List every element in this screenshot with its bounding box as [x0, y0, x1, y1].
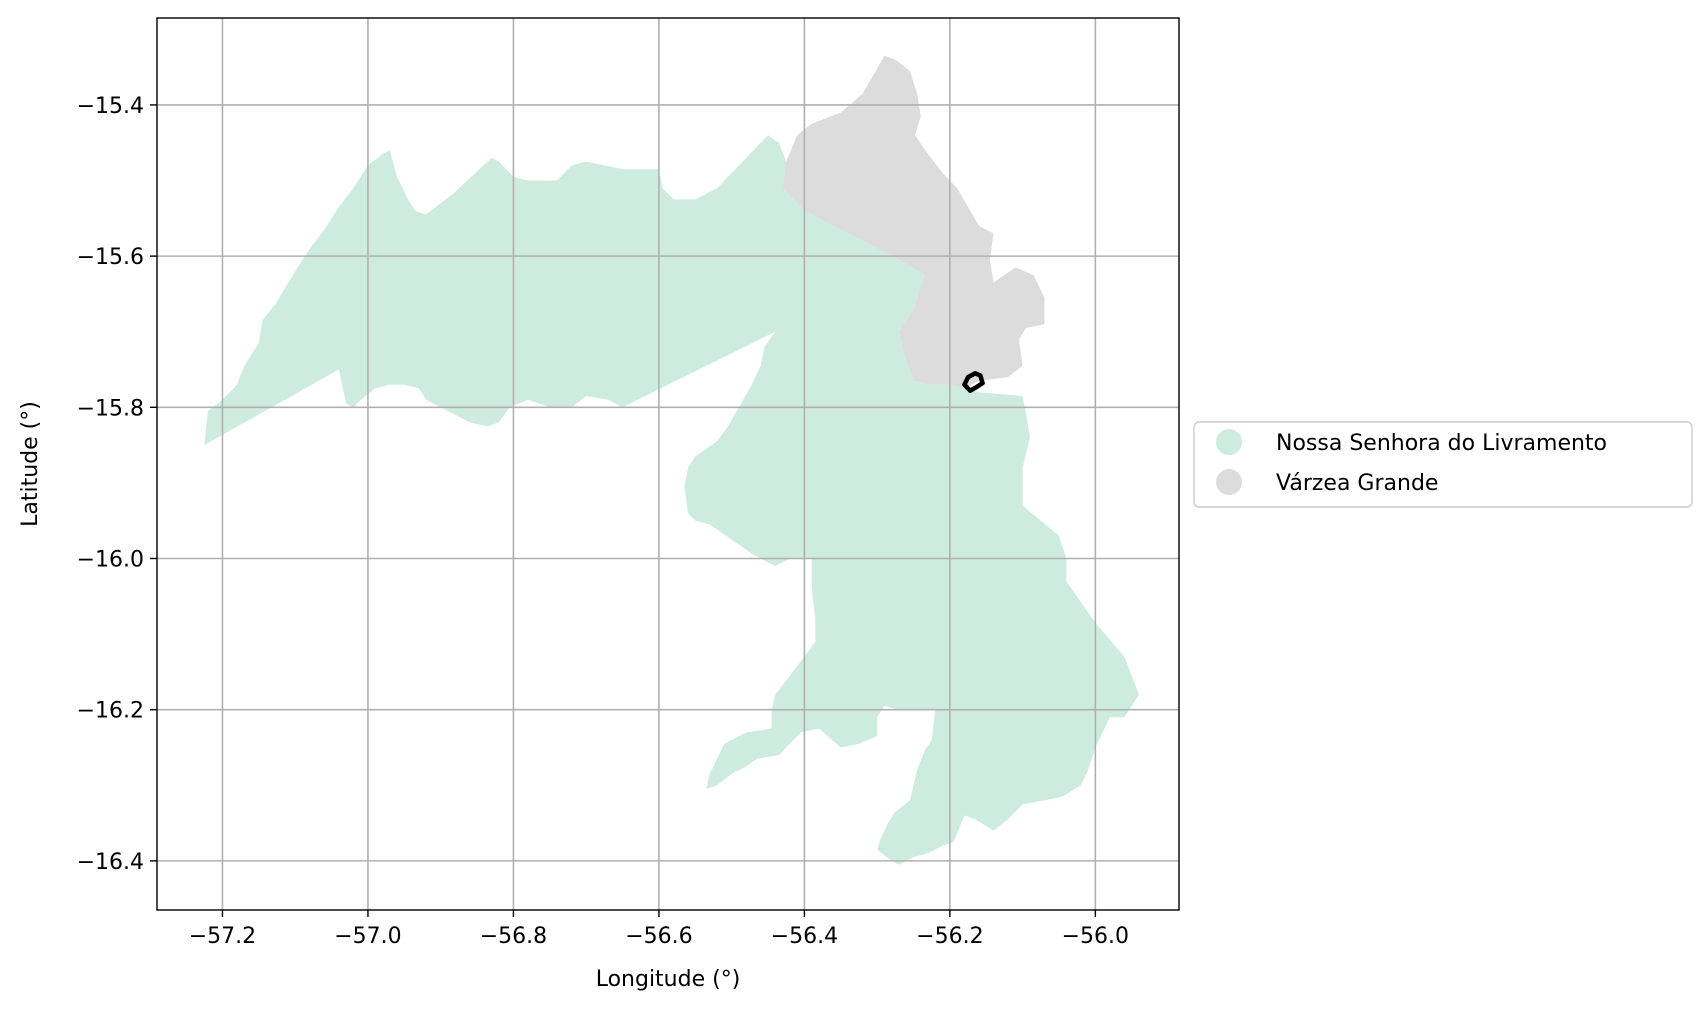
x-tick-label: −56.0	[1062, 924, 1129, 949]
legend-frame	[1193, 421, 1693, 508]
legend-label: Várzea Grande	[1276, 471, 1438, 496]
y-tick-label: −16.4	[77, 850, 144, 875]
y-tick-label: −16.0	[77, 547, 144, 572]
y-axis-label: Latitude (°)	[18, 401, 43, 527]
legend-label: Nossa Senhora do Livramento	[1276, 431, 1607, 456]
x-tick-label: −57.2	[189, 924, 256, 949]
highlight-outline	[962, 371, 985, 393]
y-tick-label: −15.4	[77, 94, 144, 119]
region-polygons	[204, 55, 1140, 865]
legend-marker	[1216, 469, 1242, 495]
x-tick-label: −56.4	[771, 924, 838, 949]
axes-frame	[156, 17, 1180, 911]
x-tick-label: −57.0	[334, 924, 401, 949]
x-tick-label: −56.8	[480, 924, 547, 949]
legend-marker	[1216, 429, 1242, 455]
x-tick-label: −56.2	[916, 924, 983, 949]
y-tick-label: −16.2	[77, 699, 144, 724]
legend: Nossa Senhora do Livramento Várzea Grande	[1193, 421, 1693, 508]
y-tick-label: −15.8	[77, 396, 144, 421]
region-nossa-senhora-do-livramento	[204, 135, 1140, 865]
region-varzea-grande	[782, 55, 1045, 389]
y-tick-label: −15.6	[77, 245, 144, 270]
x-tick-label: −56.6	[625, 924, 692, 949]
grid-lines	[157, 18, 1179, 910]
x-axis-label: Longitude (°)	[596, 967, 741, 992]
axis-ticks: −57.2 −57.0 −56.8 −56.6 −56.4 −56.2 −56.0 −15.4…	[77, 94, 1129, 949]
highlight-boundary	[962, 371, 985, 393]
